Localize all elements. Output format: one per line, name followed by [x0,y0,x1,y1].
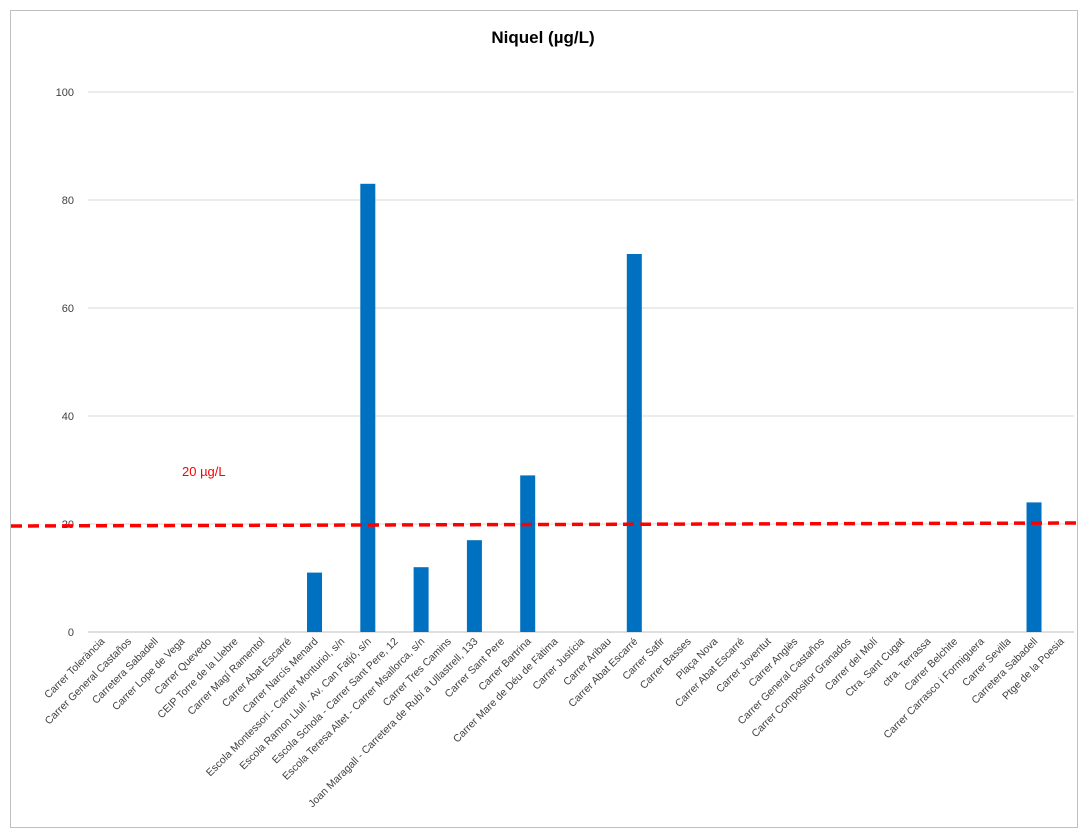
chart-title: Niquel (µg/L) [491,28,594,47]
y-tick-label: 80 [62,195,74,207]
bar [1026,502,1042,632]
y-tick-label: 40 [62,411,74,423]
y-axis-ticks: 020406080100 [56,87,74,639]
bar [413,567,429,632]
bar [307,572,323,632]
threshold-line [11,521,1079,528]
threshold: 20 µg/L [11,464,1079,528]
chart-frame: Niquel (µg/L) 020406080100 Carrer Tolerà… [10,10,1079,828]
bar [520,475,536,632]
bars [307,183,1042,633]
y-tick-label: 100 [56,87,74,99]
y-tick-label: 0 [68,627,74,639]
nickel-bar-chart: Niquel (µg/L) 020406080100 Carrer Tolerà… [11,28,1079,810]
threshold-label: 20 µg/L [182,464,226,479]
bar [626,254,642,632]
gridlines [88,91,1074,633]
bar [360,183,376,633]
bar [466,540,482,632]
y-tick-label: 60 [62,303,74,315]
